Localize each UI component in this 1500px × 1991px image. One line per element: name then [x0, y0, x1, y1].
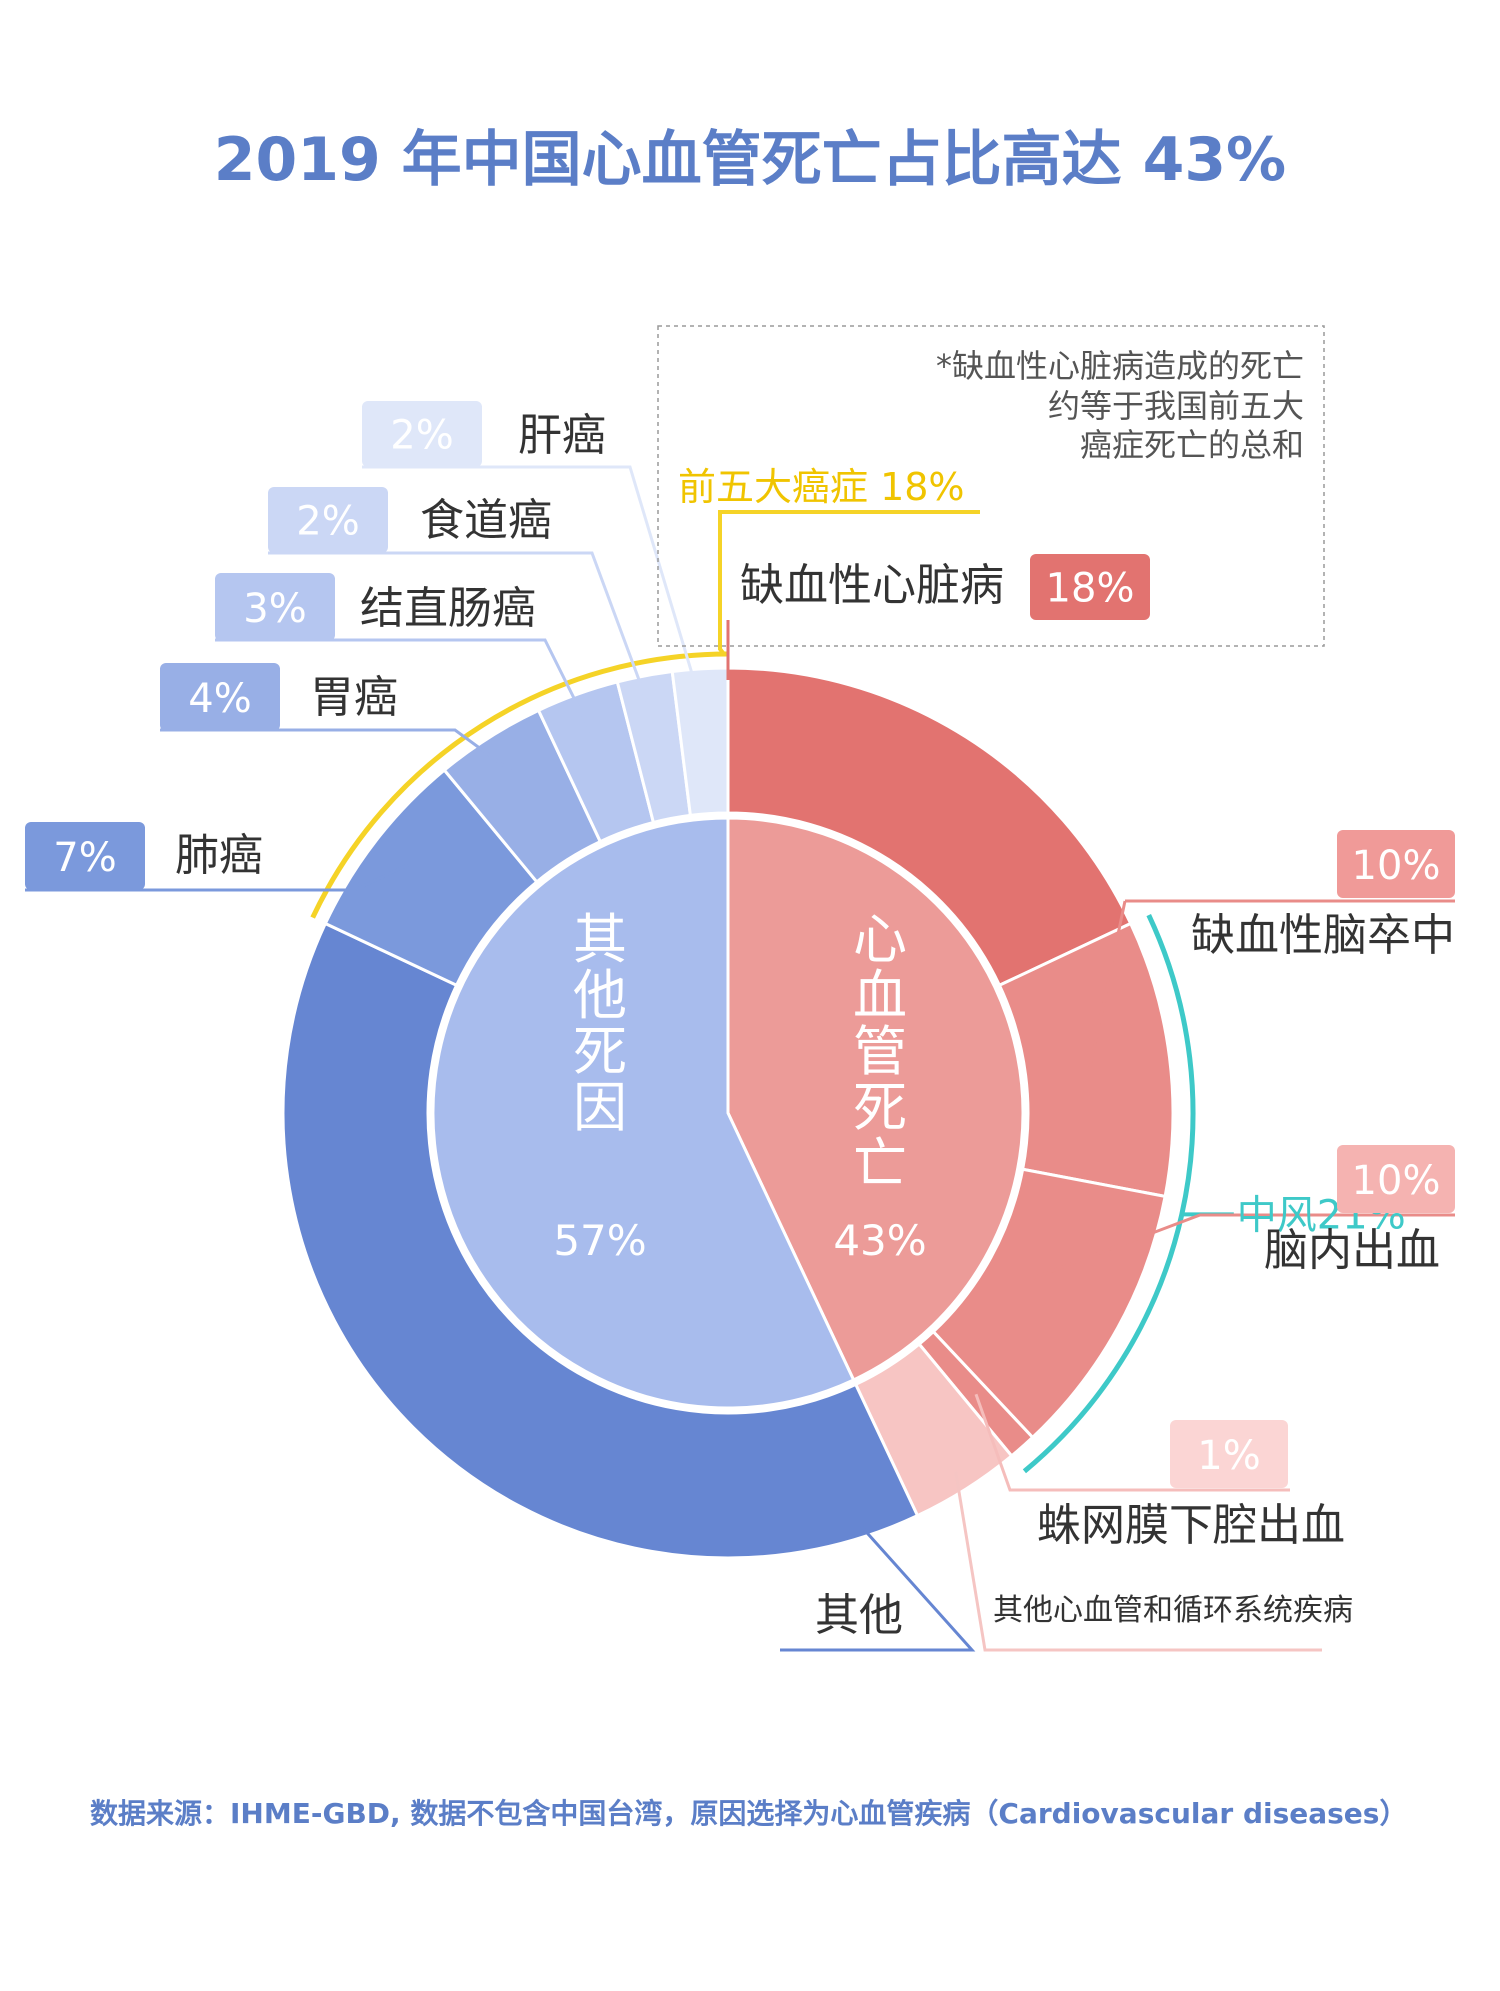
label-ihd-badge-value: 18% — [1046, 566, 1135, 612]
label-stomach-badge — [160, 663, 280, 731]
label-liver-badge-value: 2% — [390, 413, 453, 459]
label-colorectal-badge — [215, 573, 335, 641]
label-ihd-badge — [1030, 554, 1150, 620]
label-ischemic-stroke-badge-value: 10% — [1352, 843, 1441, 889]
footer-source: 数据来源：IHME-GBD, 数据不包含中国台湾，原因选择为心血管疾病（Card… — [90, 1797, 1407, 1830]
outer-slice-5 — [281, 921, 920, 1560]
label-esophagus-badge — [268, 487, 388, 553]
note-box: *缺血性心脏病造成的死亡 约等于我国前五大 癌症死亡的总和 — [657, 325, 1325, 647]
note-frame — [657, 325, 1325, 647]
label-colorectal-name: 结直肠癌 — [360, 583, 536, 634]
label-ihd: 缺血性心脏病 — [740, 560, 1004, 611]
inner-value-cvd: 43% — [833, 1216, 926, 1265]
label-other: 其他 — [815, 1590, 903, 1641]
label-ich-badge-value: 10% — [1352, 1158, 1441, 1204]
leader-ischemic-stroke — [1088, 900, 1127, 1068]
label-sah-name: 蛛网膜下腔出血 — [1037, 1500, 1345, 1551]
inner-label-other-char: 他 — [573, 964, 627, 1027]
label-ischemic-stroke-name: 缺血性脑卒中 — [1191, 910, 1455, 961]
inner-label-cvd-char: 管 — [853, 1020, 907, 1083]
label-sah-badge — [1170, 1420, 1288, 1488]
leader-ich — [1029, 1213, 1455, 1281]
outer-ring — [281, 666, 1175, 1560]
cancer-bracket-leader — [718, 510, 980, 656]
label-ischemic-stroke-badge — [1337, 830, 1455, 898]
label-other-cvd: 其他心血管和循环系统疾病 — [993, 1593, 1353, 1628]
stroke-bracket-arc — [1022, 913, 1196, 1474]
cancer-group-label: 前五大癌症 18% — [678, 465, 965, 509]
label-stomach-badge-value: 4% — [188, 676, 251, 722]
label-colorectal-badge-value: 3% — [243, 586, 306, 632]
inner-label-other-char: 因 — [573, 1076, 627, 1139]
cancer-bracket-arc — [310, 651, 729, 919]
inner-label-other-char: 其 — [573, 908, 627, 971]
label-lung-badge — [25, 822, 145, 890]
inner-label-cvd-char: 亡 — [853, 1132, 907, 1195]
label-lung-name: 肺癌 — [175, 830, 263, 881]
leader-sah — [974, 1393, 1290, 1492]
note-line-1: *缺血性心脏病造成的死亡 — [936, 347, 1304, 385]
inner-label-other-char: 死 — [573, 1020, 627, 1083]
leader-lines — [25, 465, 1455, 1652]
note-line-2: 约等于我国前五大 — [1048, 387, 1304, 425]
leader-other-cvd — [954, 1471, 1322, 1652]
outer-slice-0 — [726, 666, 1133, 988]
note-line-3: 癌症死亡的总和 — [1080, 426, 1304, 464]
chart-title: 2019 年中国心血管死亡占比高达 43% — [214, 125, 1286, 195]
inner-label-cvd-char: 死 — [853, 1076, 907, 1139]
label-liver-badge — [362, 401, 482, 467]
inner-label-cvd-char: 血 — [853, 964, 907, 1027]
label-ich-name: 脑内出血 — [1264, 1225, 1440, 1276]
label-sah-badge-value: 1% — [1197, 1433, 1260, 1479]
label-liver-name: 肝癌 — [518, 410, 606, 461]
inner-label-cvd-char: 心 — [853, 908, 907, 971]
inner-ring — [431, 816, 1025, 1410]
inner-value-other: 57% — [553, 1216, 646, 1265]
label-esophagus-badge-value: 2% — [296, 499, 359, 545]
inner-slice-cvd — [726, 816, 1025, 1382]
label-lung-badge-value: 7% — [53, 835, 116, 881]
label-stomach-name: 胃癌 — [310, 672, 398, 723]
label-esophagus-name: 食道癌 — [420, 495, 552, 546]
leader-other — [780, 1523, 976, 1652]
inner-slice-other — [431, 816, 856, 1410]
label-ich-badge — [1337, 1145, 1455, 1213]
